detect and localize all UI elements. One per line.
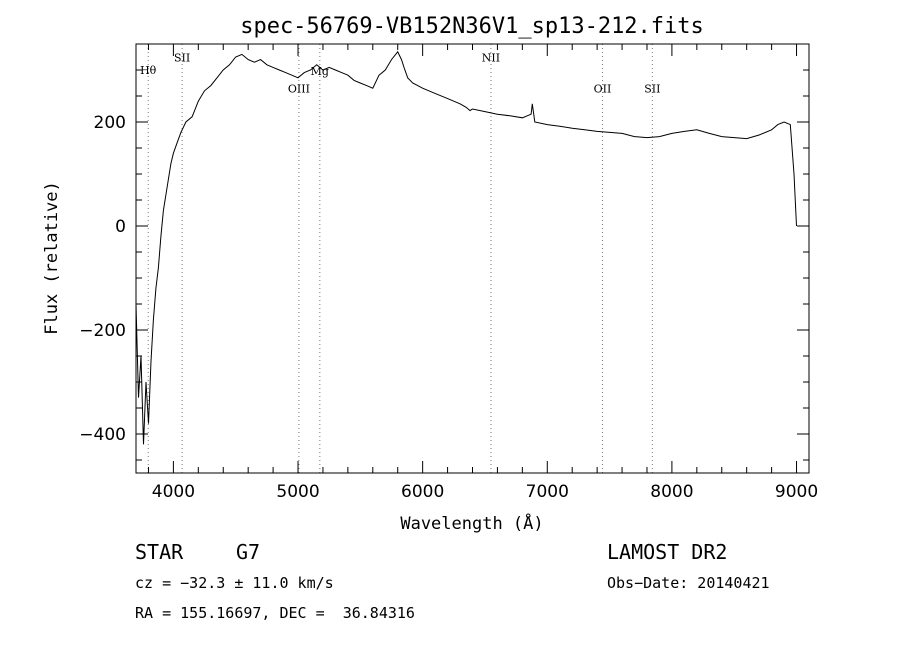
line-marker-label: SII (644, 82, 660, 95)
y-axis-title: Flux (relative) (42, 181, 62, 335)
plot-frame (135, 43, 810, 474)
line-marker-label: NII (482, 52, 500, 65)
y-tick-label: −200 (79, 321, 126, 341)
y-tick-label: 200 (94, 113, 126, 133)
line-marker-label: OIII (288, 82, 310, 95)
x-tick-label: 7000 (526, 482, 569, 502)
x-axis-title: Wavelength (Å) (400, 512, 543, 534)
object-class: STAR (135, 540, 184, 564)
x-tick-label: 4000 (152, 482, 195, 502)
y-tick-label: −400 (79, 425, 126, 445)
redshift-velocity: cz = −32.3 ± 11.0 km/s (135, 574, 334, 592)
observation-date: Obs−Date: 20140421 (607, 574, 770, 592)
x-tick-label: 5000 (276, 482, 319, 502)
axis-ticks: 4000 5000 6000 7000 8000 9000 −400 −200 0 200 (79, 43, 818, 502)
line-marker-label: SII (174, 52, 190, 65)
x-tick-label: 9000 (775, 482, 818, 502)
spectrum-line (135, 50, 797, 445)
survey-name: LAMOST DR2 (607, 540, 728, 564)
line-marker-label: Mg (311, 65, 329, 78)
line-marker-label: OII (594, 82, 612, 95)
y-tick-label: 0 (115, 217, 126, 237)
object-subclass: G7 (236, 540, 261, 564)
coordinates: RA = 155.16697, DEC = 36.84316 (135, 604, 415, 622)
x-tick-label: 6000 (401, 482, 444, 502)
chart-title: spec-56769-VB152N36V1_sp13-212.fits (240, 14, 704, 39)
line-marker-label: Hθ (140, 64, 157, 77)
x-tick-label: 8000 (650, 482, 693, 502)
